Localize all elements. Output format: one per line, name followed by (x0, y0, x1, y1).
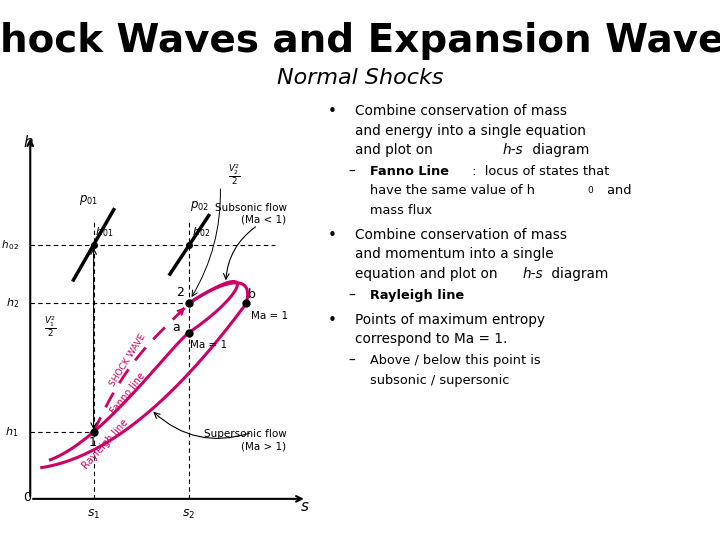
Text: $\frac{V_1^2}{2}$: $\frac{V_1^2}{2}$ (44, 315, 57, 339)
Text: Above / below this point is: Above / below this point is (370, 354, 541, 367)
Text: correspond to Ma = 1.: correspond to Ma = 1. (354, 333, 507, 346)
Text: a: a (172, 321, 179, 334)
Text: $\frac{V_2^2}{2}$: $\frac{V_2^2}{2}$ (228, 162, 241, 187)
Text: Shock Waves and Expansion Waves: Shock Waves and Expansion Waves (0, 22, 720, 59)
Text: h: h (23, 135, 32, 150)
Text: Ma = 1: Ma = 1 (190, 340, 228, 350)
Text: mass flux: mass flux (370, 204, 432, 217)
Text: SHOCK WAVE: SHOCK WAVE (108, 333, 148, 388)
Text: diagram: diagram (547, 267, 608, 281)
Text: Points of maximum entropy: Points of maximum entropy (354, 313, 544, 327)
Text: –: – (348, 165, 356, 179)
Text: Fanno line: Fanno line (109, 370, 148, 416)
Text: b: b (248, 288, 256, 301)
Text: –: – (348, 288, 356, 302)
Text: Subsonic flow
(Ma < 1): Subsonic flow (Ma < 1) (215, 202, 287, 224)
Text: 2: 2 (176, 286, 184, 299)
Text: 0: 0 (588, 186, 593, 195)
Text: $h_{01}=h_{02}$: $h_{01}=h_{02}$ (0, 238, 19, 252)
Text: s: s (301, 498, 309, 514)
Text: •: • (328, 228, 336, 243)
Text: Combine conservation of mass: Combine conservation of mass (354, 228, 567, 242)
Text: $s_2$: $s_2$ (182, 508, 195, 521)
Text: and plot on: and plot on (354, 143, 437, 157)
Text: $h_{02}$: $h_{02}$ (192, 225, 210, 239)
Text: $s_1$: $s_1$ (87, 508, 100, 521)
Text: $h_{01}$: $h_{01}$ (95, 225, 113, 239)
Text: h-s: h-s (503, 143, 523, 157)
Text: subsonic / supersonic: subsonic / supersonic (370, 374, 509, 387)
Text: $h_1$: $h_1$ (6, 426, 19, 440)
Text: h-s: h-s (522, 267, 543, 281)
Text: Fanno Line: Fanno Line (370, 165, 449, 178)
Text: •: • (328, 104, 336, 119)
Text: $p_{02}$: $p_{02}$ (190, 199, 210, 213)
Text: –: – (348, 354, 356, 368)
Text: Supersonic flow
(Ma > 1): Supersonic flow (Ma > 1) (204, 429, 287, 451)
Text: •: • (328, 313, 336, 328)
Text: and energy into a single equation: and energy into a single equation (354, 124, 585, 138)
Text: $h_2$: $h_2$ (6, 296, 19, 310)
Text: 1: 1 (89, 436, 96, 449)
Text: Normal Shocks: Normal Shocks (276, 68, 444, 87)
Text: $p_{01}$: $p_{01}$ (79, 193, 99, 207)
Text: 0: 0 (23, 491, 31, 504)
Text: Rayleigh line: Rayleigh line (370, 288, 464, 302)
Text: equation and plot on: equation and plot on (354, 267, 502, 281)
Text: Ma = 1: Ma = 1 (251, 311, 288, 321)
Text: Combine conservation of mass: Combine conservation of mass (354, 104, 567, 118)
Text: and momentum into a single: and momentum into a single (354, 247, 553, 261)
Text: and: and (603, 184, 631, 197)
Text: Rayleigh line: Rayleigh line (81, 417, 130, 471)
Text: diagram: diagram (528, 143, 589, 157)
Text: :  locus of states that: : locus of states that (468, 165, 609, 178)
Text: have the same value of h: have the same value of h (370, 184, 535, 197)
